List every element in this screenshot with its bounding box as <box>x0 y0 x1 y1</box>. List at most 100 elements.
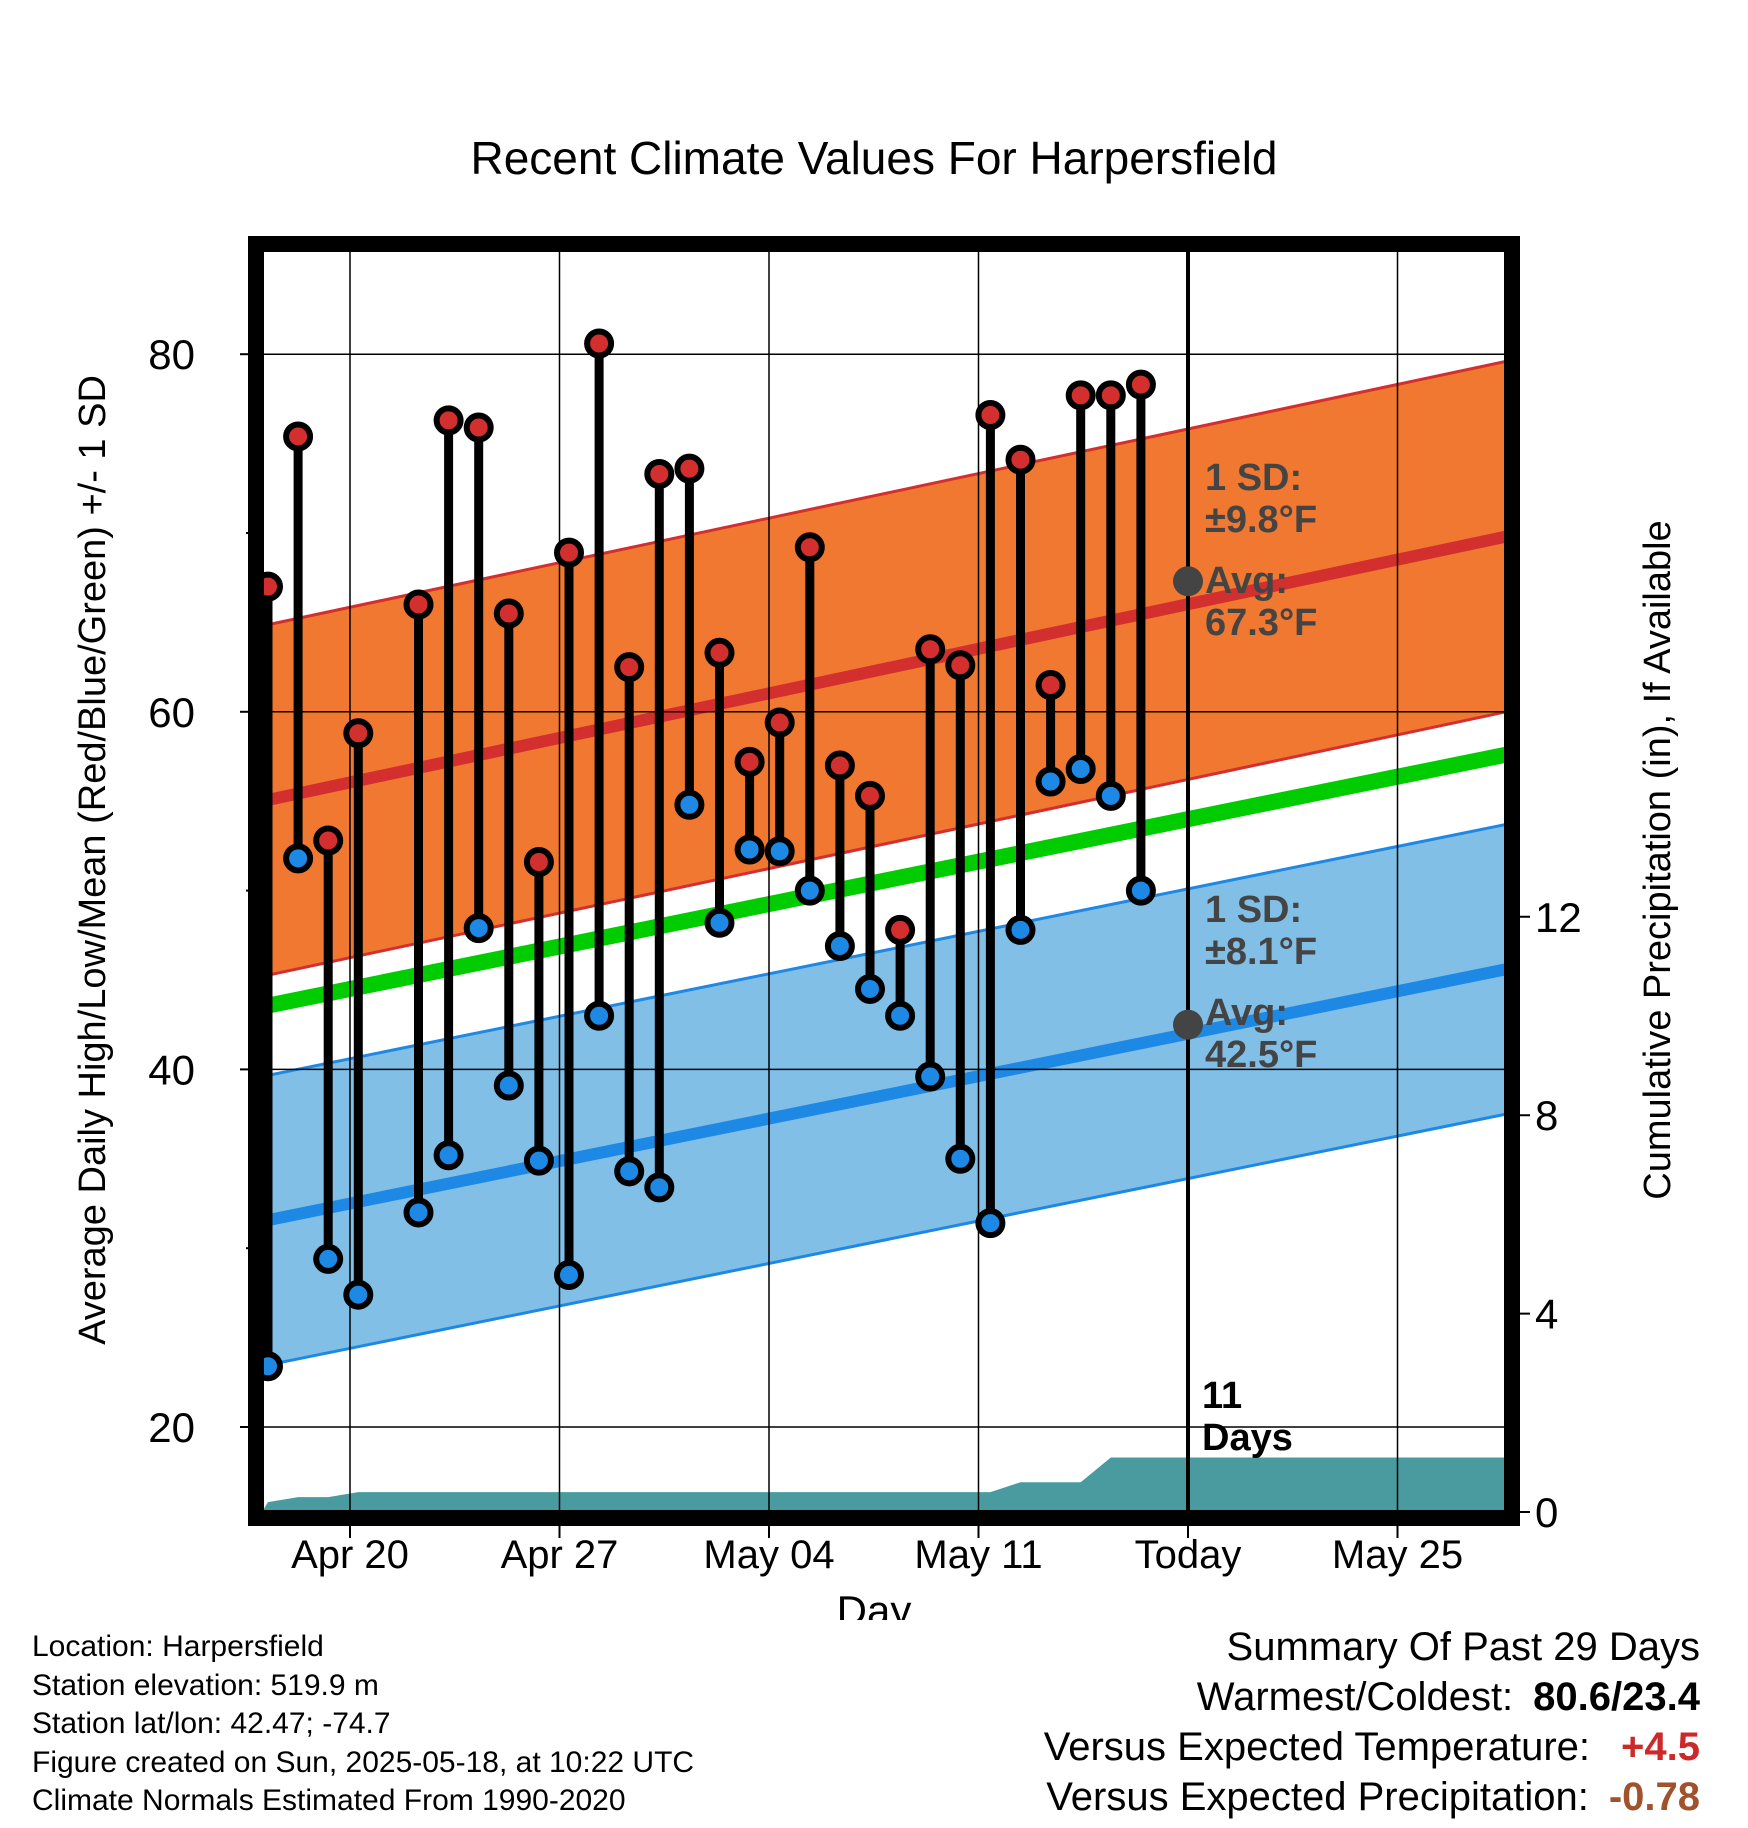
high-normal-line <box>260 530 1508 808</box>
high-point <box>1095 380 1126 411</box>
plot-frame <box>248 236 1520 1526</box>
low-point <box>313 1243 344 1274</box>
y-tick-label: 20 <box>148 1404 195 1451</box>
summary-title: Summary Of Past 29 Days <box>1226 1625 1700 1669</box>
elevation-line: Station elevation: 519.9 m <box>32 1668 379 1702</box>
low-point <box>463 913 494 944</box>
high-sd-label: 1 SD: <box>1205 457 1302 499</box>
temp-label: Versus Expected Temperature: <box>1043 1725 1590 1769</box>
high-point <box>343 718 374 749</box>
mean-normal-line <box>260 746 1508 1015</box>
x-tick-label: Apr 27 <box>501 1533 619 1577</box>
high-point <box>704 637 735 668</box>
temp-value: +4.5 <box>1621 1725 1700 1769</box>
low-point <box>614 1156 645 1187</box>
high-point <box>433 405 464 436</box>
high-sd-band-upper-edge <box>261 359 1507 628</box>
precip-label: Versus Expected Precipitation: <box>1046 1775 1589 1819</box>
low-point <box>674 789 705 820</box>
high-point <box>283 421 314 452</box>
low-point <box>855 973 885 1004</box>
high-point <box>794 532 825 563</box>
summary-warm-cold: Warmest/Coldest: 80.6/23.4 <box>1044 1672 1700 1722</box>
high-point <box>554 537 584 568</box>
low-point <box>945 1143 976 1174</box>
normals-line: Climate Normals Estimated From 1990-2020 <box>32 1784 626 1817</box>
high-point <box>644 458 675 489</box>
low-point <box>1095 780 1126 811</box>
high-point <box>734 746 765 777</box>
low-sd-label: 1 SD: <box>1205 889 1302 931</box>
high-point <box>885 914 916 945</box>
low-point <box>764 836 795 867</box>
x-tick-label: May 04 <box>703 1533 834 1577</box>
y2-tick-label: 4 <box>1535 1291 1558 1338</box>
low-point <box>554 1260 584 1291</box>
low-point <box>433 1140 464 1171</box>
y2-axis-label: Cumulative Precipitation (in), If Availa… <box>1637 520 1679 1199</box>
high-point <box>1125 369 1156 400</box>
low-point <box>1005 914 1036 945</box>
high-point <box>313 825 344 856</box>
x-axis-label: Day <box>837 1587 912 1620</box>
low-sd-band-upper-edge <box>261 822 1507 1079</box>
low-normal-line <box>260 963 1508 1228</box>
high-sd-value: ±9.8°F <box>1205 499 1317 541</box>
x-tick-label: May 25 <box>1332 1533 1463 1577</box>
low-point <box>915 1061 946 1092</box>
low-point <box>824 931 855 962</box>
high-avg-label: Avg: <box>1205 560 1288 602</box>
high-point <box>855 780 885 811</box>
created-line: Figure created on Sun, 2025-05-18, at 10… <box>32 1745 695 1779</box>
high-point <box>945 650 976 681</box>
high-point <box>764 707 795 738</box>
station-info: Location: Harpersfield Station elevation… <box>32 1628 694 1821</box>
low-point <box>975 1208 1006 1239</box>
summary-temp: Versus Expected Temperature: +4.5 <box>1044 1722 1700 1772</box>
high-point <box>1035 669 1066 700</box>
high-point <box>824 750 855 781</box>
climate-chart: Recent Climate Values For Harpersfield 1… <box>72 132 1679 1620</box>
low-point <box>523 1145 554 1176</box>
high-point <box>674 453 705 484</box>
x-tick-label: Apr 20 <box>291 1533 409 1577</box>
low-point <box>584 1000 615 1031</box>
high-point <box>493 598 524 629</box>
summary-precip: Versus Expected Precipitation: -0.78 <box>1044 1772 1700 1822</box>
low-point <box>283 843 314 874</box>
low-point <box>794 875 825 906</box>
summary-panel: Summary Of Past 29 Days Warmest/Coldest:… <box>1044 1622 1700 1822</box>
high-point <box>584 328 615 359</box>
y2-tick-label: 12 <box>1535 894 1582 941</box>
low-sd-band-lower-edge <box>261 1112 1507 1368</box>
low-point <box>343 1279 374 1310</box>
low-point <box>403 1197 434 1228</box>
low-point <box>1125 875 1156 906</box>
high-point <box>463 412 494 443</box>
location-line: Location: Harpersfield <box>32 1630 324 1663</box>
chart-title: Recent Climate Values For Harpersfield <box>470 132 1277 184</box>
y-tick-label: 80 <box>148 331 195 378</box>
low-point <box>1065 754 1096 785</box>
low-avg-label: Avg: <box>1205 992 1288 1034</box>
y-axis-label: Average Daily High/Low/Mean (Red/Blue/Gr… <box>72 375 114 1345</box>
low-point <box>734 834 765 865</box>
today-low-avg-marker <box>1173 1009 1203 1040</box>
high-point <box>1005 444 1036 475</box>
precip-value: -0.78 <box>1608 1775 1700 1819</box>
low-sd-value: ±8.1°F <box>1205 931 1317 973</box>
high-avg-value: 67.3°F <box>1205 602 1317 644</box>
y-tick-label: 40 <box>148 1046 195 1093</box>
low-point <box>1035 766 1066 797</box>
today-high-avg-marker <box>1173 566 1203 597</box>
high-point <box>975 399 1006 430</box>
high-point <box>403 589 434 620</box>
high-point <box>1065 380 1096 411</box>
warm-cold-label: Warmest/Coldest: <box>1196 1675 1514 1719</box>
low-point <box>885 1000 916 1031</box>
today-days-unit: Days <box>1202 1417 1293 1459</box>
low-point <box>704 907 735 938</box>
y2-tick-label: 0 <box>1535 1489 1558 1536</box>
latlon-line: Station lat/lon: 42.47; -74.7 <box>32 1707 391 1740</box>
